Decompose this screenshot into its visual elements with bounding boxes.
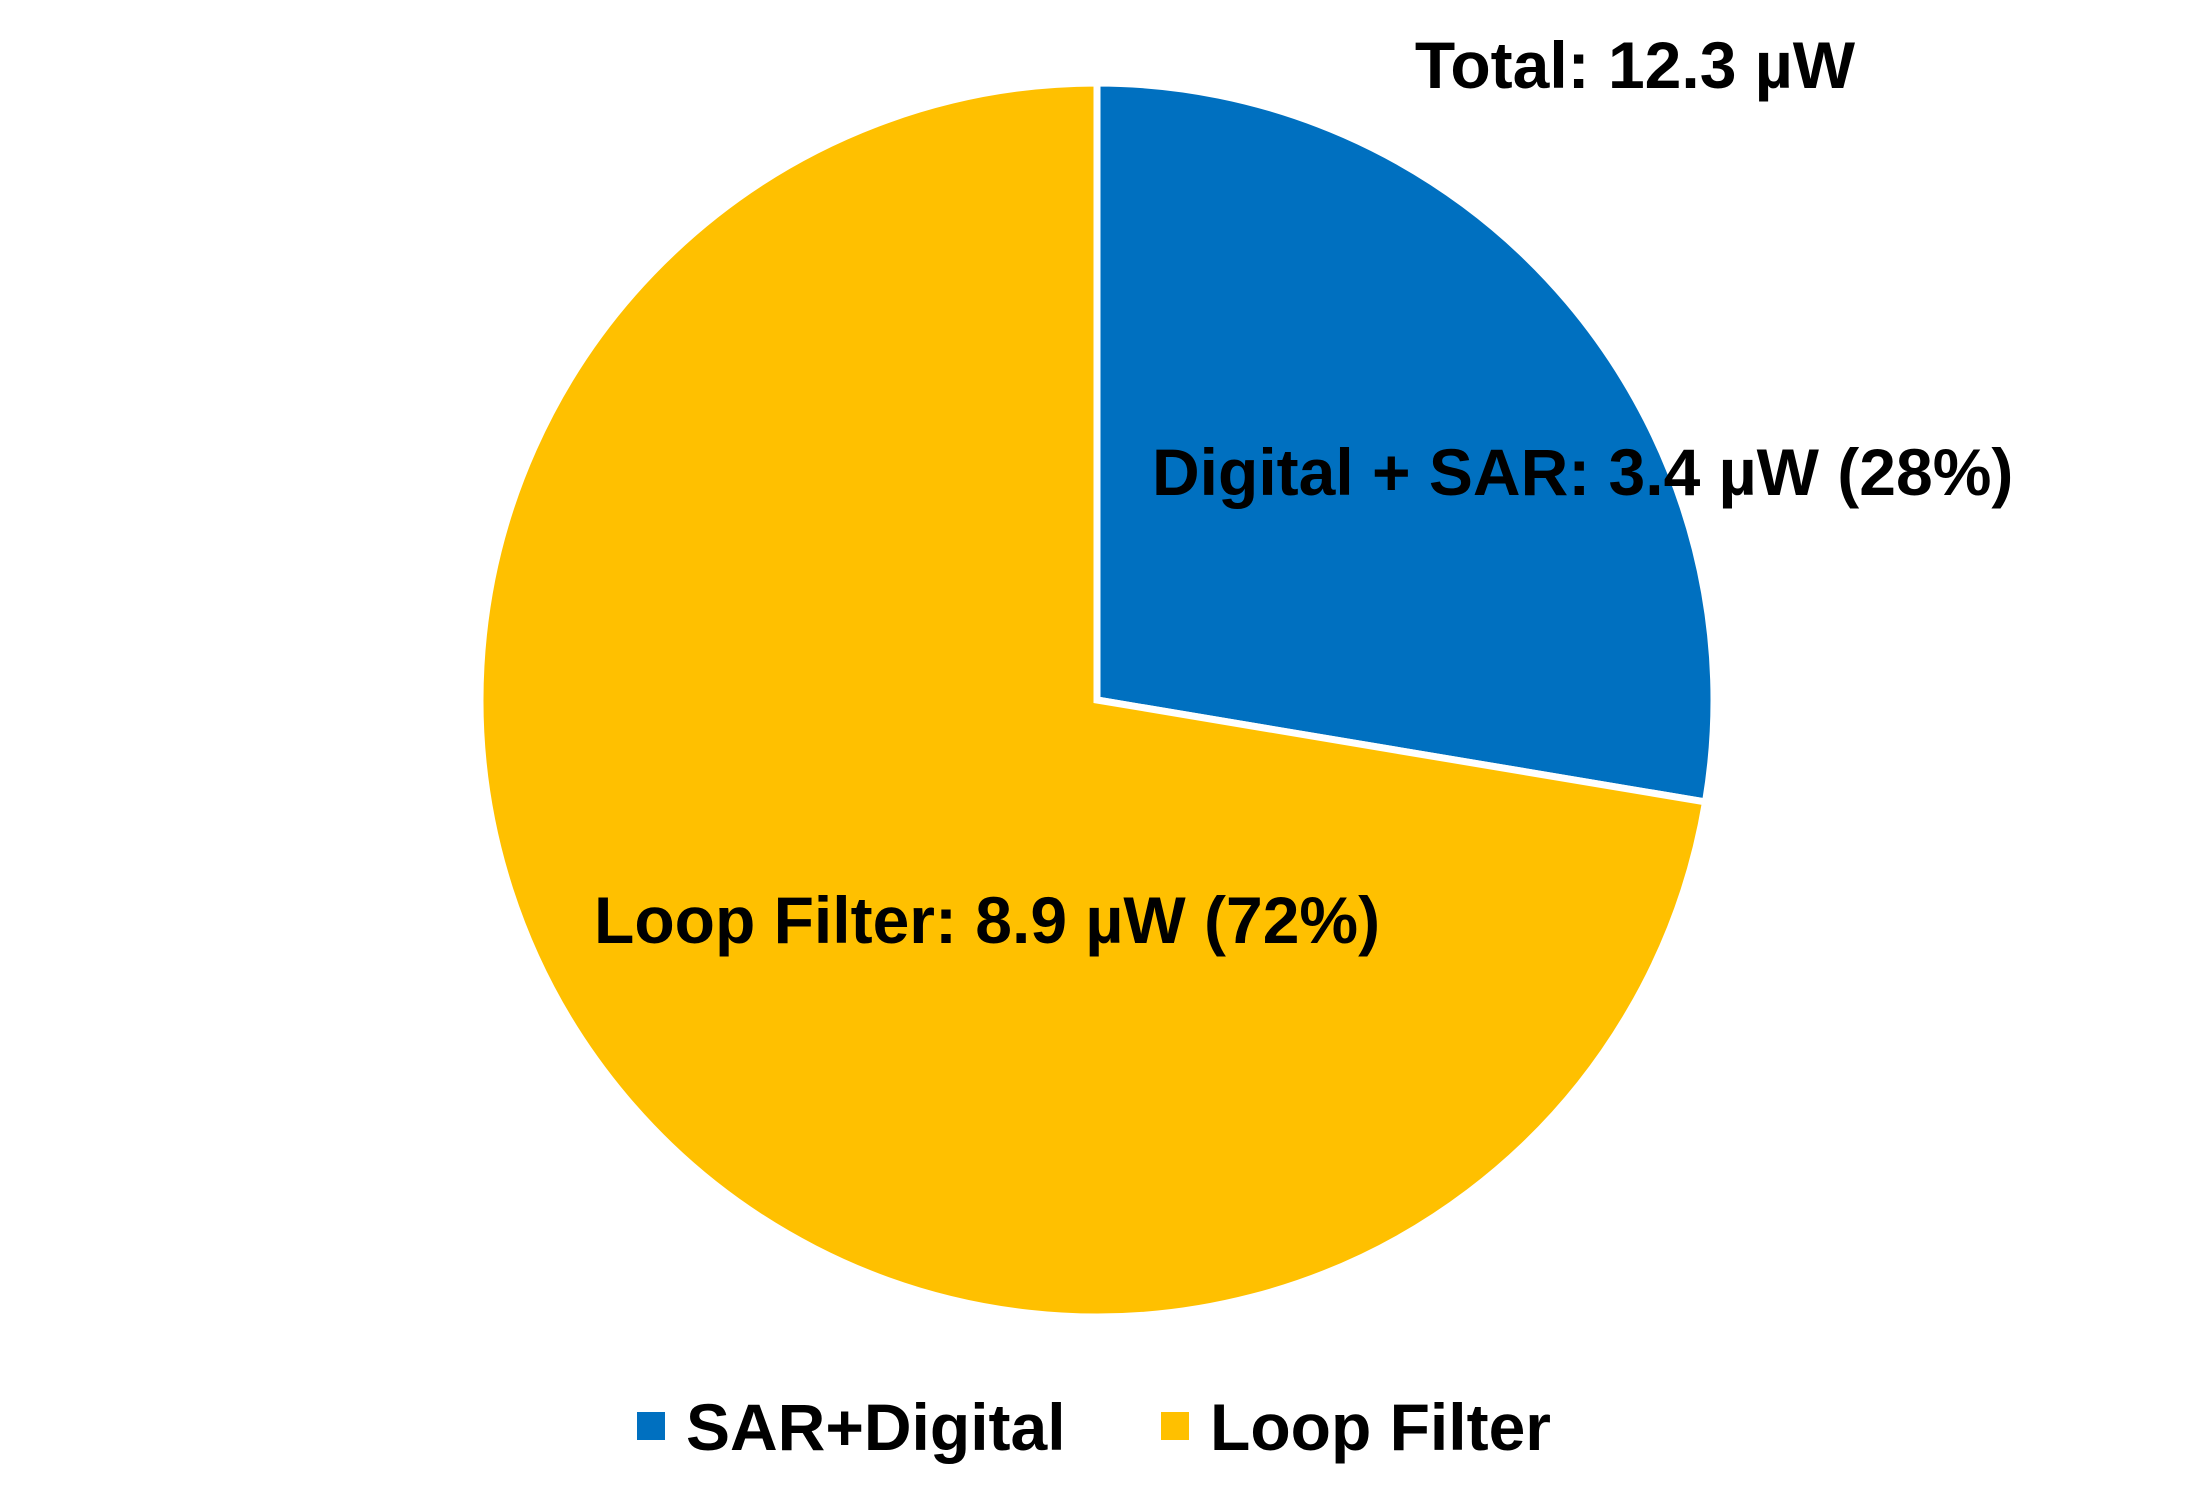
legend-item-sar-digital: SAR+Digital	[637, 1390, 1066, 1464]
pie-slice-loop-filter	[476, 79, 1710, 1321]
legend-swatch-sar-digital	[637, 1412, 665, 1440]
pie-slice-sar-digital	[1093, 79, 1718, 806]
legend-label-loop-filter: Loop Filter	[1210, 1390, 1551, 1464]
legend-item-loop-filter: Loop Filter	[1161, 1390, 1551, 1464]
legend-swatch-loop-filter	[1161, 1412, 1189, 1440]
legend: SAR+Digital Loop Filter	[637, 1390, 1551, 1464]
legend-label-sar-digital: SAR+Digital	[686, 1390, 1066, 1464]
pie-slices	[476, 79, 1718, 1321]
data-label-sar-digital: Digital + SAR: 3.4 µW (28%)	[1152, 435, 2013, 509]
chart-title: Total: 12.3 µW	[1415, 28, 1856, 102]
data-label-loop-filter: Loop Filter: 8.9 µW (72%)	[594, 883, 1380, 957]
